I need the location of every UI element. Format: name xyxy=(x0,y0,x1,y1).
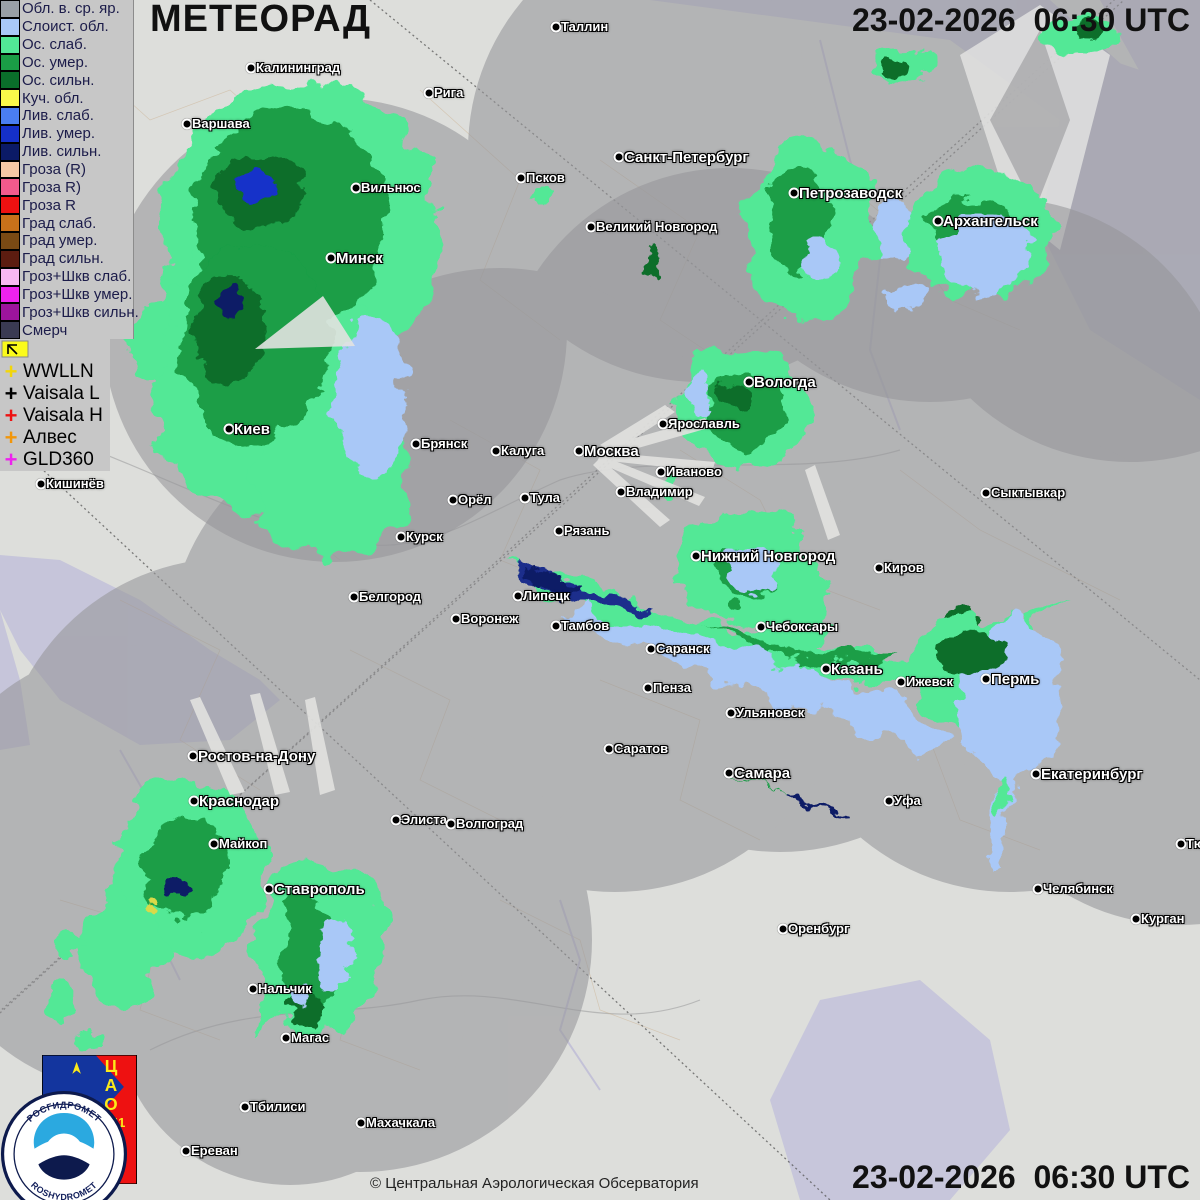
svg-text:Ц: Ц xyxy=(105,1056,118,1076)
